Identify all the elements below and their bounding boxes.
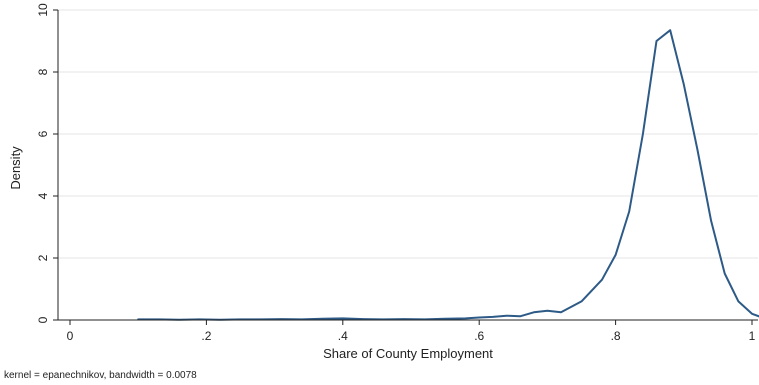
y-axis-title: Density xyxy=(8,146,23,190)
x-tick-label: 1 xyxy=(749,329,756,343)
y-tick-label: 8 xyxy=(36,68,50,75)
plot-area xyxy=(137,29,759,321)
gridlines xyxy=(58,9,758,259)
y-axis-ticks: 0 2 4 6 8 10 xyxy=(36,3,58,323)
x-tick-label: .6 xyxy=(474,329,484,343)
y-tick-label: 4 xyxy=(36,192,50,199)
density-line xyxy=(137,29,759,321)
y-tick-label: 0 xyxy=(36,316,50,323)
x-tick-label: .2 xyxy=(201,329,211,343)
y-tick-label: 6 xyxy=(36,130,50,137)
y-tick-label: 10 xyxy=(36,3,50,17)
kernel-note: kernel = epanechnikov, bandwidth = 0.007… xyxy=(4,370,197,381)
x-tick-label: .8 xyxy=(611,329,621,343)
x-tick-label: 0 xyxy=(67,329,74,343)
y-tick-label: 2 xyxy=(36,254,50,261)
x-axis-ticks: 0 .2 .4 .6 .8 1 xyxy=(67,320,756,343)
x-axis-title: Share of County Employment xyxy=(323,346,493,361)
x-tick-label: .4 xyxy=(338,329,348,343)
